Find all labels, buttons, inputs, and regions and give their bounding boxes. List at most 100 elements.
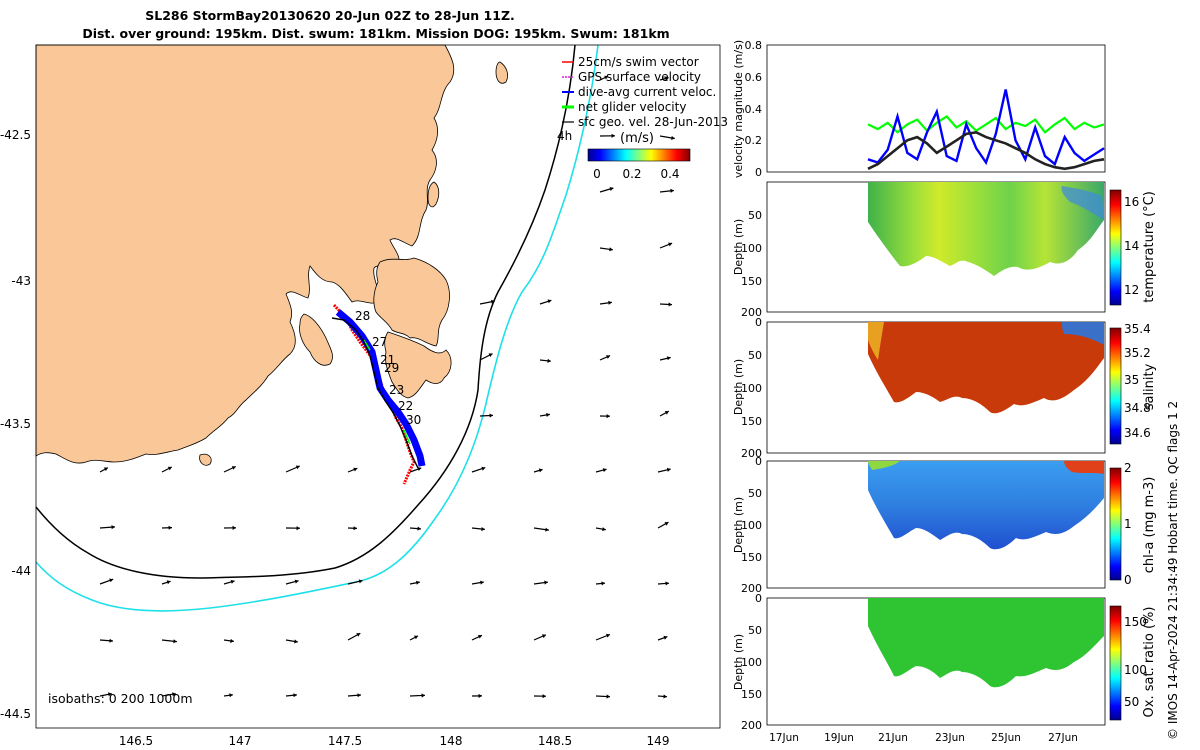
depth-tick: 150 [741,415,762,428]
temperature-panel [766,181,1122,313]
map-y-tick: -42.5 [0,128,31,142]
velocity-arrowhead [294,579,299,584]
temperature-colorbar [1109,189,1122,306]
map-x-tick: 147 [229,734,252,748]
velocity-arrowhead [668,242,673,247]
velocity-arrowhead [545,527,549,532]
velocity-colorbar [587,148,691,162]
velocity-arrowhead [353,526,357,531]
depth-tick: 150 [741,275,762,288]
oxygen-panel [766,597,1122,726]
velocity-arrowhead [606,355,611,359]
colorbar-tick: 2 [1124,461,1132,475]
isobath-1000m [35,44,599,612]
velocity-series [867,89,1105,171]
schouten-island [495,61,508,84]
velocity-arrowhead [229,693,233,698]
depth-tick: 150 [741,688,762,701]
oxygen-colorbar [1109,605,1122,721]
velocity-arrowhead [232,525,236,530]
dive-avg-current-line [867,89,1105,167]
land [35,44,508,466]
velocity-arrowhead [609,247,613,252]
isobaths [35,44,599,612]
depth-tick: 200 [741,719,762,732]
colorbar-tick: 34.8 [1124,401,1151,415]
velocity-arrowhead [668,302,672,307]
velocity-arrowhead [296,526,300,531]
map-x-tick: 146.5 [119,734,153,748]
colorbar-tick: 150 [1124,615,1147,629]
velocity-arrowhead [294,639,298,644]
temperature-colorbar-label: temperature (°C) [1142,191,1157,303]
day-label: 22 [398,399,413,413]
map-frame [35,44,721,729]
velocity-arrowhead [666,467,671,472]
salinity-colorbar-label: salinity [1142,363,1157,410]
velocity-colorbar-tick: 0 [593,167,601,181]
velocity-arrowhead [547,358,551,363]
depth-tick: 150 [741,551,762,564]
chla-y-ticks: 0 50 100 150 200 [741,455,762,595]
map-panel: 28 27 21 29 23 22 30 25cm/s swim vector … [0,44,728,748]
bruny-island [299,313,333,366]
tasmania-mainland [35,44,455,464]
velocity-y-tick: 0.8 [745,39,763,52]
salinity-y-ticks: 0 50 100 150 200 [741,316,762,460]
legend-extra: 4h [557,129,572,143]
day-label: 29 [384,361,399,375]
time-tick: 25Jun [991,732,1021,744]
colorbar-tick: 14 [1124,239,1139,253]
velocity-arrowhead [546,412,550,417]
depth-tick: 50 [748,624,762,637]
salinity-colorbar [1109,327,1122,445]
velocity-arrowhead [542,694,546,699]
chla-surface-bloom [1064,461,1104,474]
velocity-colorbar-tick: 0.4 [660,167,679,181]
chla-panel [766,460,1122,589]
velocity-arrowhead [416,580,420,585]
velocity-arrowhead [491,299,495,304]
salinity-fresh-left [868,322,884,360]
velocity-colorbar-tick: 0.2 [622,167,641,181]
temperature-blue-patch [1061,186,1104,220]
forestier-peninsula [373,257,450,347]
colorbar-labels: 16 14 12 temperature (°C) 35.4 35.2 35 3… [1124,191,1157,717]
depth-tick: 100 [741,519,762,532]
time-tick: 23Jun [935,732,965,744]
colorbar-tick: 50 [1124,695,1139,709]
day-label: 30 [406,413,421,427]
colorbar-tick: 34.6 [1124,426,1151,440]
oxygen-section [868,598,1104,688]
time-tick: 17Jun [769,732,799,744]
velocity-arrowhead [111,525,115,530]
salinity-panel [766,321,1122,454]
velocity-arrowhead [295,465,300,470]
isobaths-label: isobaths: 0 200 1000m [48,691,193,706]
isobath-200m [35,44,576,579]
salinity-section [868,322,1104,414]
surface-velocity-arrows [99,75,675,699]
track-red [332,303,416,485]
time-tick: 19Jun [824,732,854,744]
tasman-peninsula [384,331,452,399]
velocity-arrowhead [663,694,667,699]
velocity-y-label: velocity magnitude (m/s) [732,40,745,178]
day-label: 27 [372,335,387,349]
colorbar-tick: 35.4 [1124,322,1151,336]
velocity-arrowhead [604,75,609,80]
velocity-arrowhead [109,638,113,643]
colorbar-tick: 100 [1124,663,1147,677]
velocity-arrowhead [421,693,425,698]
velocity-arrowhead [602,527,606,532]
depth-tick: 100 [741,242,762,255]
velocity-arrowhead [602,468,607,473]
velocity-arrowhead [664,411,669,415]
legend-item: net glider velocity [578,100,686,114]
chla-surface-green [868,461,900,470]
track-black [331,317,419,469]
velocity-arrowhead [608,300,612,305]
sfc-geo-velocity-line [867,130,1105,171]
velocity-y-ticks: 0 0.2 0.4 0.6 0.8 [745,39,763,179]
velocity-panel: 0 0.2 0.4 0.6 0.8 velocity magnitude (m/… [732,39,1106,179]
